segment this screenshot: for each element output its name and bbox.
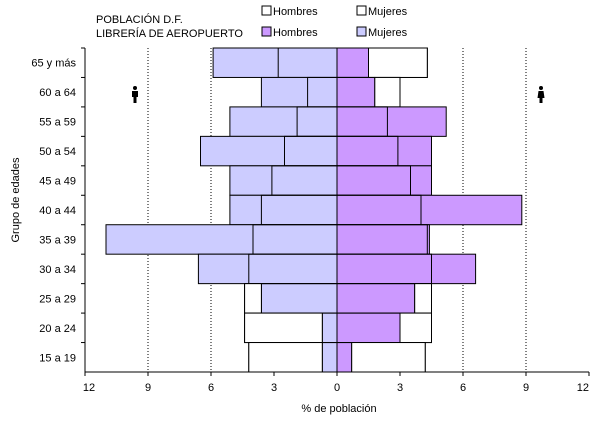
bar-df-mujeres-fill <box>368 47 428 78</box>
bar-df-hombres-fill <box>244 283 262 314</box>
y-axis-label: Grupo de edades <box>10 157 22 243</box>
y-tick-label: 45 a 49 <box>39 176 76 188</box>
legend-swatch <box>356 5 367 16</box>
bar-aero-hombres <box>336 47 369 78</box>
y-tick-label: 50 a 54 <box>39 146 76 158</box>
bar-aero-mujeres <box>260 76 338 108</box>
icons <box>132 86 545 103</box>
bar-aero-mujeres <box>321 342 338 373</box>
bar-df-mujeres-fill <box>351 342 426 373</box>
bar-aero-mujeres <box>260 283 338 314</box>
x-axis-label: % de población <box>301 403 376 415</box>
bar-aero-hombres <box>336 135 432 167</box>
bars <box>105 47 523 373</box>
bar-aero-hombres <box>336 224 430 255</box>
bar-df-mujeres-fill <box>399 312 432 344</box>
bar-df-hombres-fill <box>244 312 323 344</box>
x-tick-label: 9 <box>523 382 529 394</box>
bar-aero-mujeres <box>200 135 338 167</box>
bar-df-hombres-fill <box>248 342 323 373</box>
bar-aero-mujeres <box>105 224 338 255</box>
male-figure-icon <box>132 86 138 103</box>
legend-swatch <box>356 26 367 37</box>
y-tick-label: 65 y más <box>31 58 76 70</box>
axes: 12 9 6 3 0 3 6 9 12 65 y más 60 a 64 55 a 59 50 a 54… <box>31 47 590 394</box>
y-tick-label: 60 a 64 <box>39 87 76 99</box>
legend: Hombres Mujeres Hombres Mujeres <box>261 5 408 39</box>
bar-aero-mujeres <box>212 47 338 78</box>
legend-label: Mujeres <box>368 27 408 39</box>
bar-aero-hombres <box>336 253 477 285</box>
bar-aero-mujeres <box>321 312 338 344</box>
bar-aero-hombres <box>336 312 401 344</box>
bar-aero-mujeres <box>229 106 338 137</box>
bar-aero-hombres <box>336 194 523 226</box>
legend-label: Mujeres <box>368 6 408 18</box>
x-tick-label: 3 <box>397 382 403 394</box>
y-tick-label: 15 a 19 <box>39 352 76 364</box>
legend-label: Hombres <box>273 27 318 39</box>
x-tick-label: 3 <box>271 382 277 394</box>
bar-aero-mujeres <box>229 194 338 226</box>
legend-label: Hombres <box>273 6 318 18</box>
female-figure-icon <box>537 86 545 103</box>
y-tick-label: 25 a 29 <box>39 293 76 305</box>
y-tick-label: 30 a 34 <box>39 264 76 276</box>
y-tick-label: 40 a 44 <box>39 205 76 217</box>
chart-title-line-2: LIBRERÍA DE AEROPUERTO <box>96 27 243 40</box>
bar-aero-mujeres <box>229 165 338 196</box>
bar-df-mujeres-fill <box>414 283 433 314</box>
x-tick-label: 12 <box>577 382 589 394</box>
bar-df-mujeres-fill <box>374 76 401 108</box>
bar-aero-hombres <box>336 342 353 373</box>
legend-swatch <box>261 26 272 37</box>
bar-aero-hombres <box>336 283 416 314</box>
x-tick-label: 6 <box>460 382 466 394</box>
x-tick-label: 9 <box>145 382 151 394</box>
bar-aero-hombres <box>336 165 432 196</box>
x-tick-label: 12 <box>83 382 95 394</box>
bar-aero-hombres <box>336 106 447 137</box>
x-tick-label: 6 <box>208 382 214 394</box>
y-tick-label: 55 a 59 <box>39 117 76 129</box>
bar-aero-mujeres <box>197 253 338 285</box>
bar-aero-hombres <box>336 76 376 108</box>
x-tick-label: 0 <box>334 382 340 394</box>
chart-title-line-1: POBLACIÓN D.F. <box>96 13 183 26</box>
chart-title: POBLACIÓN D.F. LIBRERÍA DE AEROPUERTO <box>96 13 243 40</box>
y-tick-label: 35 a 39 <box>39 234 76 246</box>
y-tick-label: 20 a 24 <box>39 323 76 335</box>
legend-swatch <box>261 5 272 16</box>
